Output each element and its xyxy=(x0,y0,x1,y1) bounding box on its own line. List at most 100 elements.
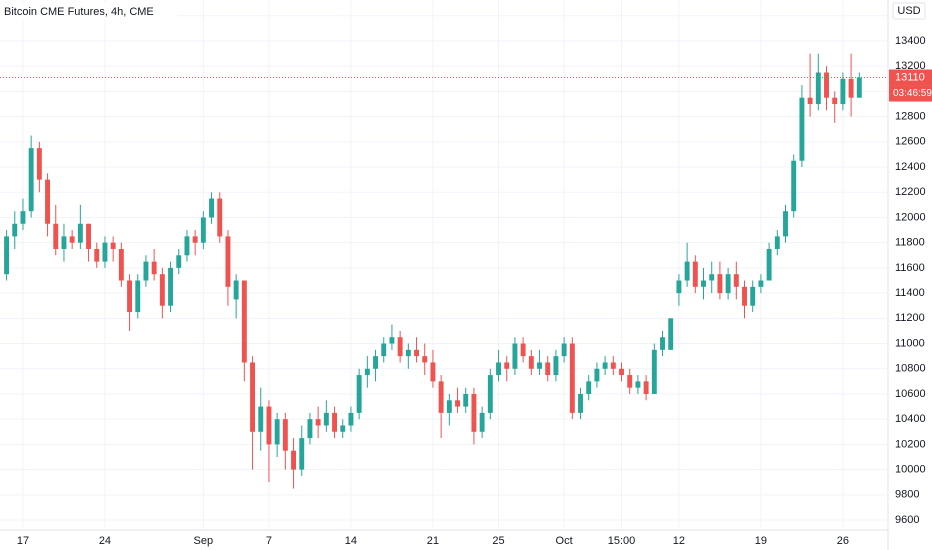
candle-body xyxy=(545,362,551,376)
candle-body xyxy=(824,72,829,98)
candle-body xyxy=(692,261,698,287)
candle-body xyxy=(53,223,59,249)
candle-body xyxy=(241,280,247,363)
candle-body xyxy=(446,400,452,413)
candle-body xyxy=(610,362,616,369)
candles xyxy=(0,53,888,489)
candle-body xyxy=(725,274,731,294)
candle-body xyxy=(742,286,747,306)
candle-body xyxy=(578,393,583,413)
candle-body xyxy=(774,236,780,249)
candle-body xyxy=(307,419,313,439)
candle-body xyxy=(77,223,83,243)
candle-body xyxy=(135,280,141,313)
candle-body xyxy=(701,280,706,287)
grid xyxy=(0,0,888,530)
candle-body xyxy=(20,211,26,224)
candle-body xyxy=(750,286,756,306)
y-tick-label: 12600 xyxy=(895,136,926,148)
x-tick-label: 7 xyxy=(266,535,272,547)
y-tick-label: 12200 xyxy=(895,186,926,198)
labels: 9600 9800 10000 10200 10400 10600 10800 11000 11… xyxy=(17,10,926,547)
candle-body xyxy=(414,349,419,357)
candle-body xyxy=(815,72,821,105)
candle-body xyxy=(438,381,444,413)
candle-body xyxy=(102,242,108,262)
candle-body xyxy=(840,78,846,105)
candle-body xyxy=(373,356,378,369)
candle-body xyxy=(192,236,198,243)
x-tick-label: Oct xyxy=(556,535,573,547)
x-tick-label: 21 xyxy=(427,535,439,547)
countdown-label: 03:46:59 xyxy=(893,88,932,99)
candle-body xyxy=(110,242,116,249)
candle-body xyxy=(274,419,280,445)
candle-body xyxy=(520,343,526,357)
candle-body xyxy=(537,362,542,369)
candle-body xyxy=(471,393,477,432)
candle-body xyxy=(627,375,633,388)
candle-body xyxy=(258,406,264,432)
y-tick-label: 12800 xyxy=(895,111,926,123)
candle-body xyxy=(512,343,518,369)
candle-body xyxy=(528,356,534,369)
candle-body xyxy=(209,198,215,218)
candle-body xyxy=(315,419,321,426)
candle-body xyxy=(660,337,665,350)
candle-body xyxy=(168,267,174,306)
x-tick-label: 17 xyxy=(17,535,29,547)
candle-body xyxy=(159,274,165,306)
candle-body xyxy=(4,236,10,275)
currency-label: USD xyxy=(897,5,920,17)
candle-body xyxy=(332,412,337,432)
candle-body xyxy=(848,78,854,98)
candle-body xyxy=(381,343,387,357)
title-bg xyxy=(0,2,178,20)
x-tick-label: 14 xyxy=(345,535,357,547)
y-tick-label: 12400 xyxy=(895,161,926,173)
candle-body xyxy=(176,255,182,268)
candle-body xyxy=(479,412,485,432)
y-tick-label: 11400 xyxy=(895,287,925,299)
y-tick-label: 10400 xyxy=(895,413,926,425)
candle-body xyxy=(684,261,690,281)
candle-body xyxy=(28,148,34,212)
candle-body xyxy=(487,375,493,413)
x-tick-label: 19 xyxy=(755,535,767,547)
last-price-label: 13110 xyxy=(895,71,925,83)
candle-body xyxy=(496,362,501,376)
currency-box xyxy=(892,2,926,20)
candle-body xyxy=(94,248,100,262)
y-tick-label: 9600 xyxy=(895,514,919,526)
candle-body xyxy=(651,349,657,394)
candle-body xyxy=(733,274,739,287)
candle-body xyxy=(143,261,149,281)
candle-body xyxy=(184,236,190,256)
candle-body xyxy=(602,362,608,369)
chart-title: Bitcoin CME Futures, 4h, CME xyxy=(4,6,154,18)
y-tick-label: 12000 xyxy=(895,211,926,223)
candle-body xyxy=(86,223,92,249)
x-tick-label: 12 xyxy=(673,535,685,547)
candle-body xyxy=(594,368,600,382)
candle-body xyxy=(569,343,575,413)
candle-body xyxy=(422,356,428,363)
y-tick-label: 11800 xyxy=(895,237,925,249)
candle-body xyxy=(250,362,256,432)
candle-body xyxy=(69,236,75,243)
candle-body xyxy=(36,148,42,180)
candle-body xyxy=(561,343,567,357)
candle-body xyxy=(118,248,124,281)
candle-body xyxy=(832,97,838,105)
candle-body xyxy=(348,412,354,426)
candle-body xyxy=(225,236,231,287)
candle-body xyxy=(619,368,624,376)
candle-body xyxy=(504,362,510,369)
candle-body xyxy=(709,274,715,281)
candle-body xyxy=(668,318,674,350)
candle-body xyxy=(127,280,133,313)
candle-body xyxy=(151,261,157,275)
countdown-box xyxy=(889,85,932,102)
candle-body xyxy=(635,381,641,388)
